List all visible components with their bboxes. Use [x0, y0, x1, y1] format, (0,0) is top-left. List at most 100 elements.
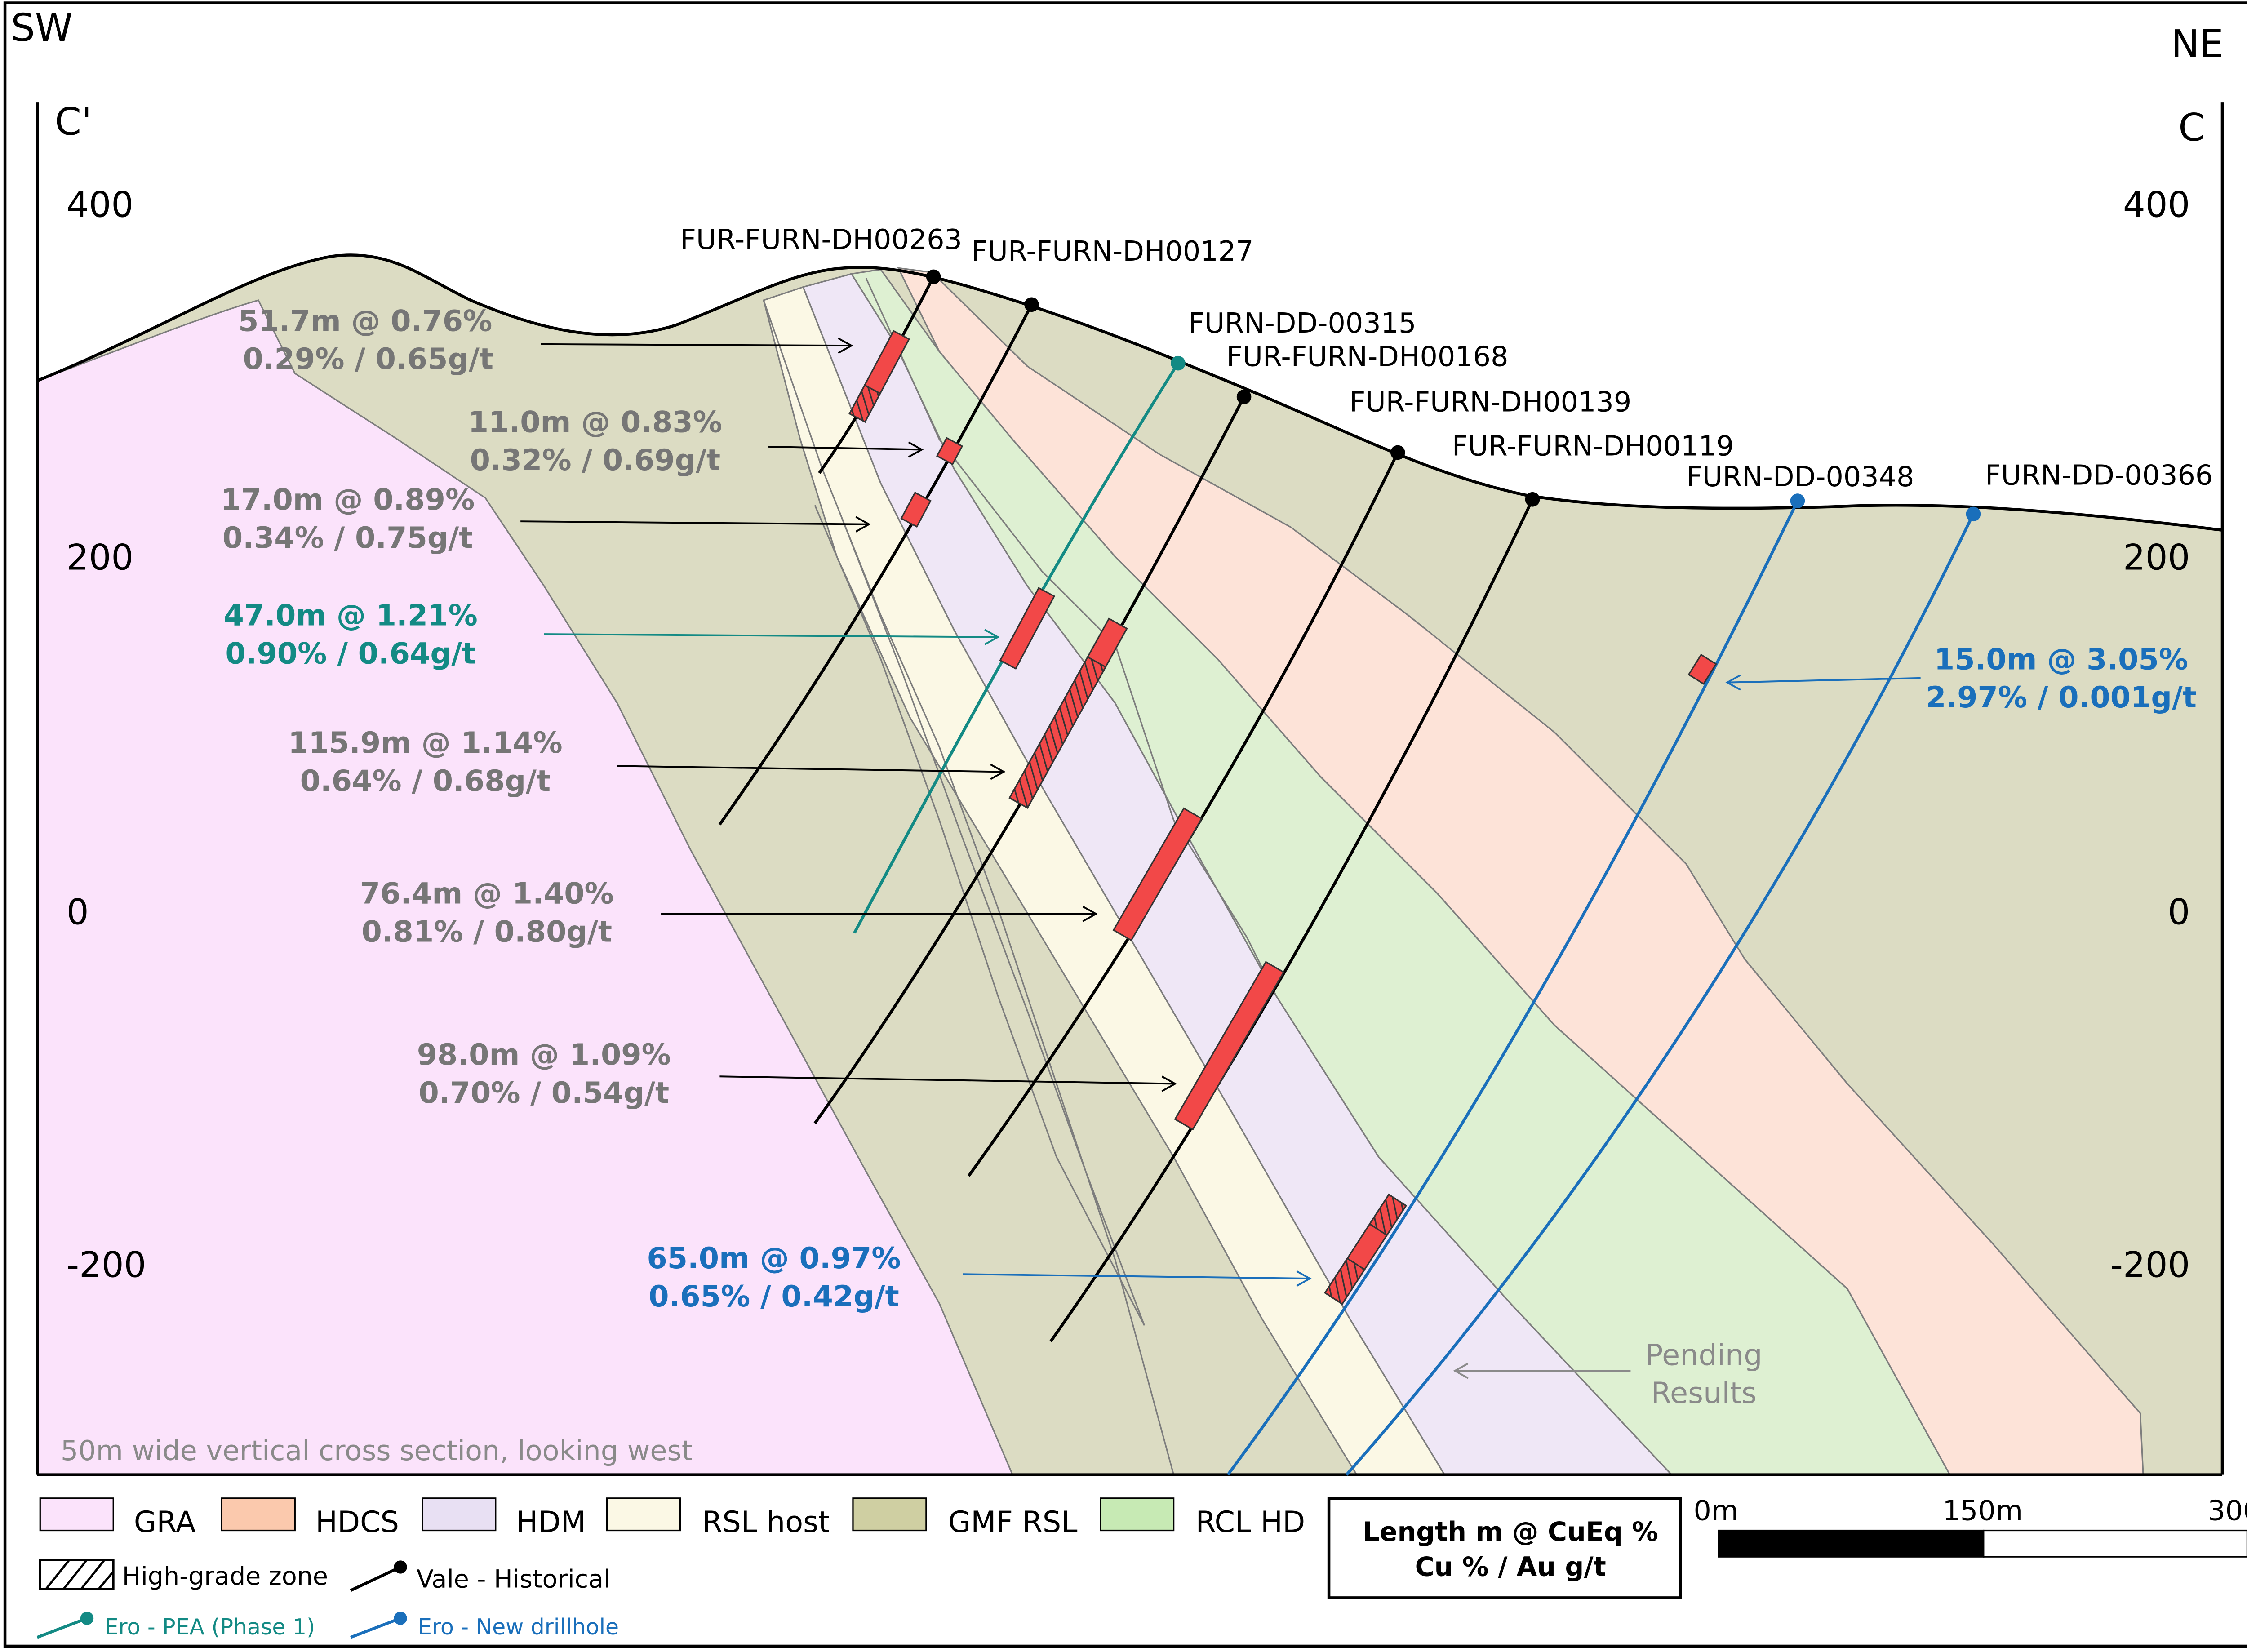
intercept-label-line1: 65.0m @ 0.97% [647, 1242, 901, 1275]
drillhole-trace-dh00119 [1049, 498, 1534, 1342]
intercept-label-line2: 0.65% / 0.42g/t [648, 1280, 899, 1314]
drillhole-label: FUR-FURN-DH00139 [1350, 386, 1632, 418]
collar-icon [394, 1612, 407, 1625]
arrowhead [1725, 674, 1741, 691]
intercept-label-line1: 76.4m @ 1.40% [360, 877, 614, 911]
legend-item-hdm: HDM [422, 1497, 586, 1539]
legend-item-rcl-hd: RCL HD [1100, 1497, 1305, 1539]
legend-label: Ero - PEA (Phase 1) [105, 1614, 315, 1640]
elevation-tick-label: -200 [67, 1245, 147, 1286]
fault-sliver [763, 300, 1175, 1475]
section-end-left: C' [55, 99, 92, 144]
orientation-right: NE [2171, 22, 2224, 66]
intercept-label-line2: 0.34% / 0.75g/t [222, 521, 473, 555]
legend-label: GMF RSL [948, 1505, 1078, 1539]
intercept-label-line2: 0.70% / 0.54g/t [419, 1076, 670, 1110]
drillhole-label: FUR-FURN-DH00127 [972, 235, 1254, 267]
legend-key-box: Length m @ CuEq % Cu % / Au g/t [1327, 1497, 1682, 1599]
topography-line [36, 253, 2223, 532]
geology-units [37, 254, 2222, 1475]
intercept-bar [999, 587, 1056, 670]
collar-marker [1390, 445, 1405, 460]
elevation-tick-label: 200 [2123, 537, 2190, 578]
arrowhead [984, 629, 1000, 645]
arrow-line [520, 520, 869, 525]
drillhole-label: FURN-DD-00366 [1985, 459, 2213, 492]
arrowhead [1453, 1363, 1469, 1379]
fault-sliver [814, 505, 1145, 1326]
drillhole-label: FURN-DD-00348 [1686, 461, 1914, 493]
section-note: 50m wide vertical cross section, looking… [61, 1434, 693, 1467]
elevation-axis-left: 400 200 0 -200 [67, 184, 147, 1285]
arrow-line [719, 1075, 1175, 1085]
elevation-tick-label: 0 [67, 892, 89, 933]
drillhole-trace-dd00348 [1226, 500, 1799, 1476]
collars [926, 269, 1981, 522]
collar-marker [1236, 389, 1252, 404]
legend-label: High-grade zone [122, 1562, 328, 1591]
intercept-bar [1174, 961, 1285, 1131]
collar-icon [80, 1612, 94, 1625]
hatch-icon [45, 1559, 115, 1590]
section-end-right: C [2178, 105, 2205, 150]
scale-bar-black-segment [1718, 1529, 1985, 1558]
legend-swatch [852, 1497, 927, 1532]
intercept-label-line2: 0.32% / 0.69g/t [470, 444, 721, 477]
scale-label: 150m [1943, 1495, 2023, 1527]
high-grade-zone [1368, 1193, 1407, 1236]
elevation-tick-label: 400 [67, 184, 133, 225]
ero-pea-drillhole-icon [36, 1617, 88, 1639]
legend-label: Ero - New drillhole [418, 1614, 619, 1640]
arrow-line [617, 765, 1004, 773]
arrow-line [1727, 677, 1921, 684]
arrowhead [1161, 1075, 1177, 1092]
legend-swatch [422, 1497, 497, 1532]
arrow-line [541, 343, 852, 347]
legend-item-vale: Vale - Historical [350, 1560, 610, 1594]
legend-item-ero-pea: Ero - PEA (Phase 1) [36, 1612, 315, 1640]
drillhole-label: FUR-FURN-DH00119 [1452, 430, 1734, 462]
collar-marker [1790, 493, 1805, 508]
drillhole-trace-dd00366 [1345, 513, 1975, 1476]
high-grade-zone [848, 384, 881, 423]
drillhole-label: FUR-FURN-DH00168 [1226, 341, 1509, 373]
intercept-bar [1112, 807, 1203, 941]
high-grade-zone [1008, 656, 1107, 809]
legend: GRA HDCS HDM RSL host GMF RSL RCL HD Hig… [36, 1495, 2247, 1640]
legend-item-ero-new: Ero - New drillhole [350, 1612, 619, 1640]
intercept-bar [1687, 653, 1717, 685]
orientation-left: SW [11, 5, 73, 50]
arrow-line [544, 633, 998, 638]
elevation-tick-label: 0 [2168, 892, 2190, 933]
drillhole-label: FUR-FURN-DH00263 [680, 223, 962, 256]
intercept-label-line1: 115.9m @ 1.14% [288, 726, 563, 760]
unit-hdcs [897, 267, 2144, 1475]
collar-marker [1966, 506, 1981, 522]
intercept-label-line1: 11.0m @ 0.83% [468, 405, 722, 439]
elevation-axis-right: 400 200 0 -200 [2110, 184, 2190, 1285]
legend-label: GRA [134, 1505, 196, 1539]
key-box-frame [1327, 1497, 1682, 1599]
intercept-label-line2: 0.29% / 0.65g/t [243, 342, 493, 376]
arrowhead [1082, 906, 1098, 922]
legend-item-gra: GRA [39, 1497, 196, 1539]
unit-gra [37, 299, 1013, 1475]
scale-label: 0m [1694, 1495, 1739, 1527]
intercept-label-line1: 15.0m @ 3.05% [1934, 643, 2188, 676]
elevation-tick-label: 400 [2123, 184, 2190, 225]
legend-swatch [221, 1497, 296, 1532]
arrowhead [1296, 1270, 1312, 1287]
elevation-tick-label: -200 [2110, 1245, 2190, 1286]
legend-label: HDM [516, 1505, 586, 1539]
arrow-line [768, 445, 922, 451]
drill-traces [718, 276, 1975, 1476]
intercept-bars [848, 330, 1717, 1305]
collar-icon [394, 1560, 407, 1574]
intercept-label-line2: 0.81% / 0.80g/t [361, 915, 612, 949]
collar-marker [1525, 492, 1540, 507]
legend-label: RSL host [702, 1505, 830, 1539]
key-box-line2: Cu % / Au g/t [1415, 1552, 1606, 1582]
intercept-labels: 51.7m @ 0.76% 0.29% / 0.65g/t 11.0m @ 0.… [221, 305, 2197, 1314]
scale-bar: 0m 150m 300m [1694, 1495, 2247, 1558]
